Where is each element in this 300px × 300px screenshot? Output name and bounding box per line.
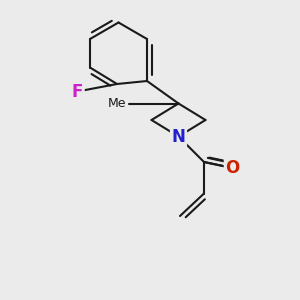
Text: O: O [225, 159, 240, 177]
Text: N: N [172, 128, 185, 146]
Text: F: F [72, 82, 83, 100]
Text: Me: Me [107, 97, 126, 110]
